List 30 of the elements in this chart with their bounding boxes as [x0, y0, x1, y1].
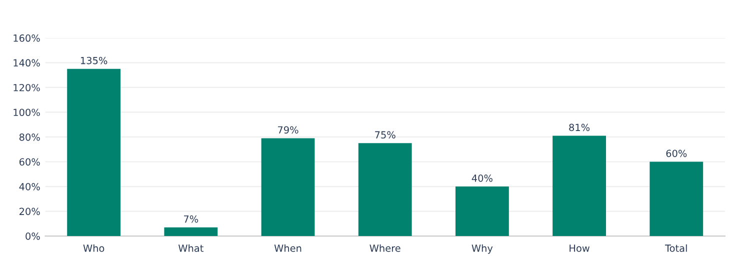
x-tick-label: When: [274, 244, 302, 252]
bar: [261, 138, 315, 236]
x-tick-label: What: [178, 244, 204, 252]
y-tick-label: 40%: [19, 182, 40, 190]
bar: [358, 143, 412, 236]
x-tick-label: How: [570, 244, 590, 252]
bar: [67, 68, 121, 236]
data-label: 79%: [278, 126, 298, 134]
y-tick-label: 140%: [14, 59, 40, 67]
bar: [650, 162, 704, 236]
x-tick-label: Who: [83, 244, 104, 252]
data-label: 7%: [184, 215, 198, 223]
data-label: 75%: [375, 131, 396, 139]
x-tick-label: Total: [665, 244, 687, 252]
y-tick-label: 160%: [14, 34, 40, 42]
bar: [455, 186, 509, 236]
y-tick-label: 0%: [26, 232, 40, 240]
y-tick-label: 100%: [14, 108, 40, 116]
data-label: 60%: [666, 150, 687, 158]
x-tick-label: Where: [370, 244, 400, 252]
y-tick-label: 20%: [20, 208, 40, 216]
data-label: 135%: [80, 56, 108, 64]
bar: [164, 227, 218, 236]
y-tick-label: 120%: [14, 84, 40, 92]
y-tick-label: 60%: [19, 158, 40, 166]
x-tick-label: Why: [472, 244, 493, 254]
bar: [552, 136, 606, 236]
y-tick-label: 80%: [19, 133, 40, 141]
data-label: 81%: [569, 124, 590, 132]
data-label: 40%: [472, 174, 492, 182]
